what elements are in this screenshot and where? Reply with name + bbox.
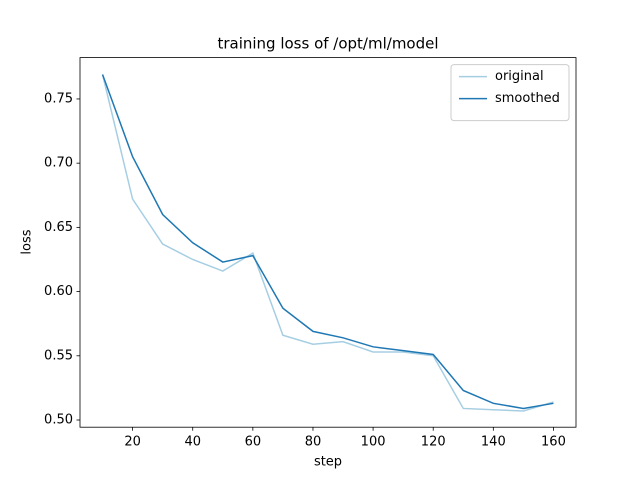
x-tick-label: 160 [541, 435, 566, 450]
y-tick-label: 0.70 [44, 156, 73, 171]
x-tick-label: 100 [361, 435, 386, 450]
x-tick-label: 60 [245, 435, 262, 450]
y-tick-label: 0.75 [44, 91, 73, 106]
legend-label: original [495, 69, 544, 84]
y-axis-label: loss [20, 229, 35, 254]
legend-label: smoothed [495, 91, 560, 106]
x-tick-label: 120 [421, 435, 446, 450]
x-tick-label: 40 [184, 435, 201, 450]
legend-box [450, 64, 570, 122]
x-tick-label: 20 [124, 435, 141, 450]
series-line [101, 74, 554, 412]
chart-title: training loss of /opt/ml/model [217, 35, 438, 53]
x-axis-label: step [314, 455, 342, 470]
axes-frame [79, 57, 577, 428]
y-tick-label: 0.65 [44, 220, 73, 235]
y-tick-label: 0.50 [44, 413, 73, 428]
x-tick-label: 80 [305, 435, 322, 450]
series-line [101, 74, 554, 410]
y-tick-label: 0.55 [44, 348, 73, 363]
y-tick-label: 0.60 [44, 284, 73, 299]
x-tick-label: 140 [481, 435, 506, 450]
